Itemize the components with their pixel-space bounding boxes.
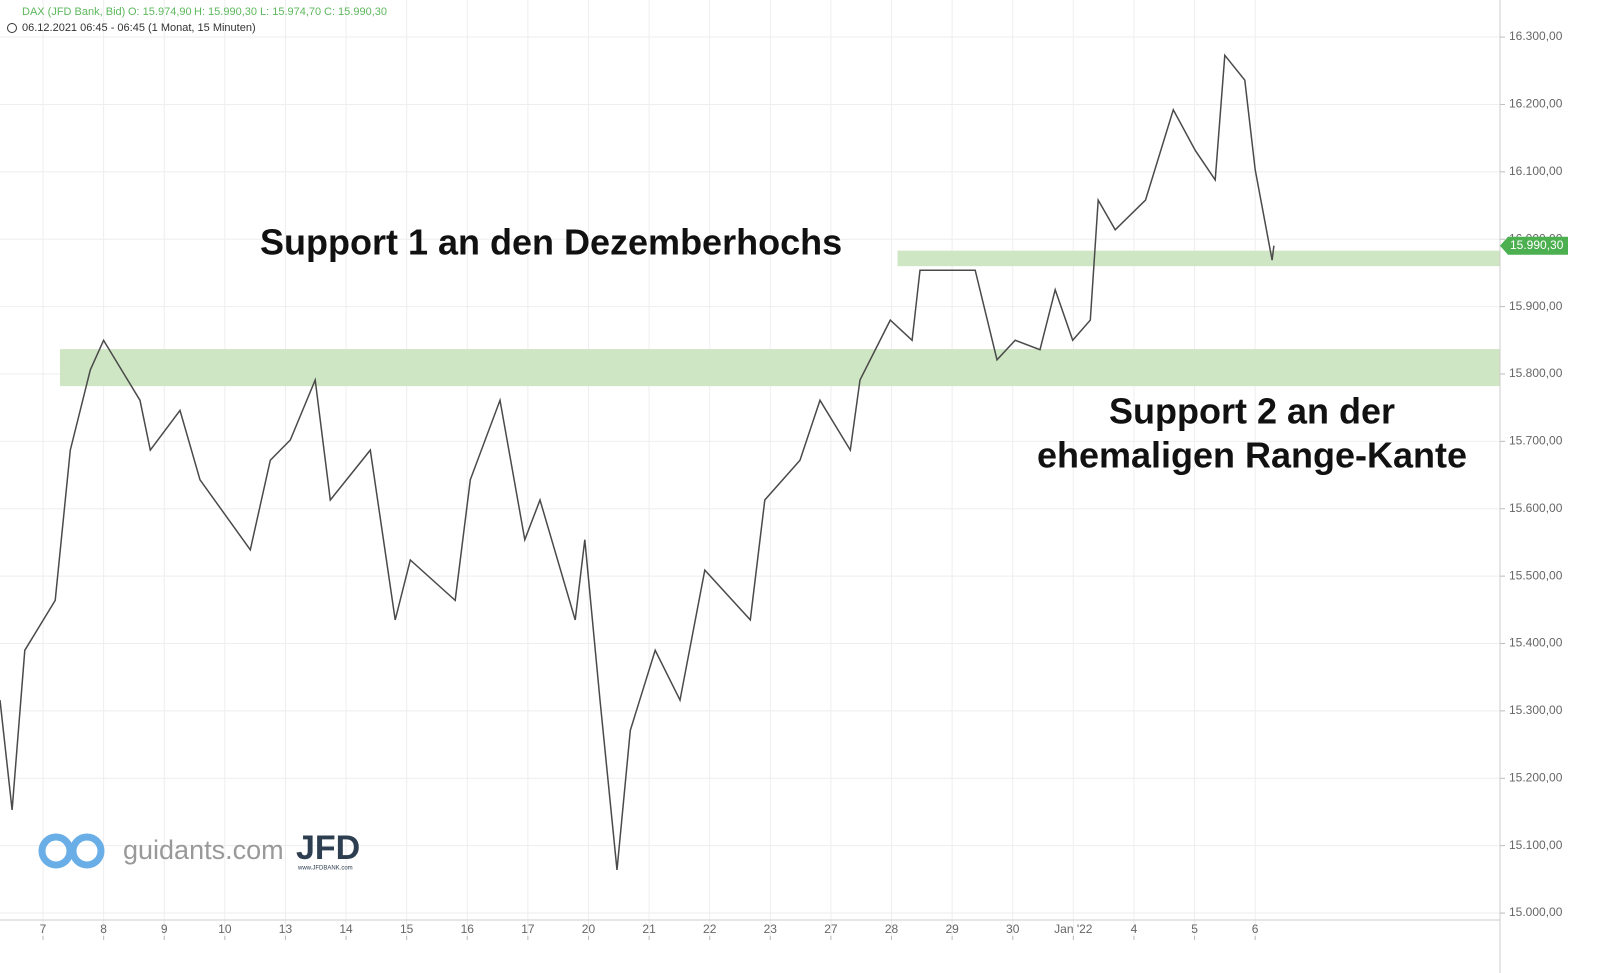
x-tick-label: 7 bbox=[40, 922, 47, 936]
zones bbox=[60, 250, 1500, 387]
annotation: ehemaligen Range-Kante bbox=[1037, 435, 1467, 476]
y-tick-label: 15.900,00 bbox=[1509, 299, 1563, 313]
x-tick-label: 22 bbox=[703, 922, 717, 936]
x-tick-label: 23 bbox=[764, 922, 778, 936]
y-tick-label: 15.000,00 bbox=[1509, 905, 1563, 919]
y-tick-label: 15.600,00 bbox=[1509, 501, 1563, 515]
logo-brand: JFD bbox=[296, 829, 360, 867]
logo-icon bbox=[38, 833, 74, 869]
y-tick-label: 15.500,00 bbox=[1509, 568, 1563, 582]
x-tick-label: 29 bbox=[945, 922, 959, 936]
high: H: 15.990,30 bbox=[194, 6, 257, 18]
x-tick-label: 16 bbox=[461, 922, 475, 936]
x-tick-label: 4 bbox=[1131, 922, 1138, 936]
logo: guidants.com JFD www.JFDBANK.com bbox=[38, 829, 360, 872]
grid bbox=[0, 0, 1500, 940]
x-tick-label: 27 bbox=[824, 922, 838, 936]
last-price-badge bbox=[1500, 236, 1568, 255]
timestamp: 06.12.2021 06:45 - 06:45 bbox=[22, 22, 145, 34]
x-tick-label: 21 bbox=[642, 922, 656, 936]
x-tick-label: Jan '22 bbox=[1054, 922, 1093, 936]
x-tick-label: 28 bbox=[885, 922, 899, 936]
close: C: 15.990,30 bbox=[324, 6, 387, 18]
logo-url: www.JFDBANK.com bbox=[297, 866, 353, 872]
period: (1 Monat, 15 Minuten) bbox=[148, 22, 256, 34]
y-tick-label: 15.200,00 bbox=[1509, 770, 1563, 784]
y-tick-label: 16.100,00 bbox=[1509, 164, 1563, 178]
x-tick-label: 30 bbox=[1006, 922, 1020, 936]
y-tick-label: 16.300,00 bbox=[1509, 29, 1563, 43]
x-tick-label: 8 bbox=[100, 922, 107, 936]
x-tick-label: 14 bbox=[339, 922, 353, 936]
annotation: Support 1 an den Dezemberhochs bbox=[260, 222, 842, 263]
x-tick-label: 20 bbox=[582, 922, 596, 936]
low: L: 15.974,70 bbox=[260, 6, 321, 18]
annotation: Support 2 an der bbox=[1109, 391, 1395, 432]
x-tick-label: 17 bbox=[521, 922, 535, 936]
logo-icon bbox=[69, 833, 105, 869]
support-zone bbox=[60, 349, 1500, 387]
y-tick-label: 16.200,00 bbox=[1509, 97, 1563, 111]
x-tick-label: 9 bbox=[161, 922, 168, 936]
clock-icon bbox=[7, 23, 17, 33]
instrument: DAX (JFD Bank, Bid) bbox=[22, 6, 125, 18]
last-price-label: 15.990,30 bbox=[1510, 238, 1564, 252]
x-tick-label: 10 bbox=[218, 922, 232, 936]
x-tick-label: 5 bbox=[1191, 922, 1198, 936]
y-tick-label: 15.400,00 bbox=[1509, 636, 1563, 650]
y-tick-label: 15.800,00 bbox=[1509, 366, 1563, 380]
y-tick-label: 15.100,00 bbox=[1509, 838, 1563, 852]
x-tick-label: 15 bbox=[400, 922, 414, 936]
y-tick-label: 15.700,00 bbox=[1509, 434, 1563, 448]
x-tick-label: 13 bbox=[279, 922, 293, 936]
support-zone bbox=[897, 250, 1500, 267]
price-line bbox=[0, 53, 1275, 870]
x-tick-label: 6 bbox=[1252, 922, 1259, 936]
y-tick-label: 15.300,00 bbox=[1509, 703, 1563, 717]
open: O: 15.974,90 bbox=[128, 6, 192, 18]
logo-site: guidants.com bbox=[123, 835, 284, 865]
